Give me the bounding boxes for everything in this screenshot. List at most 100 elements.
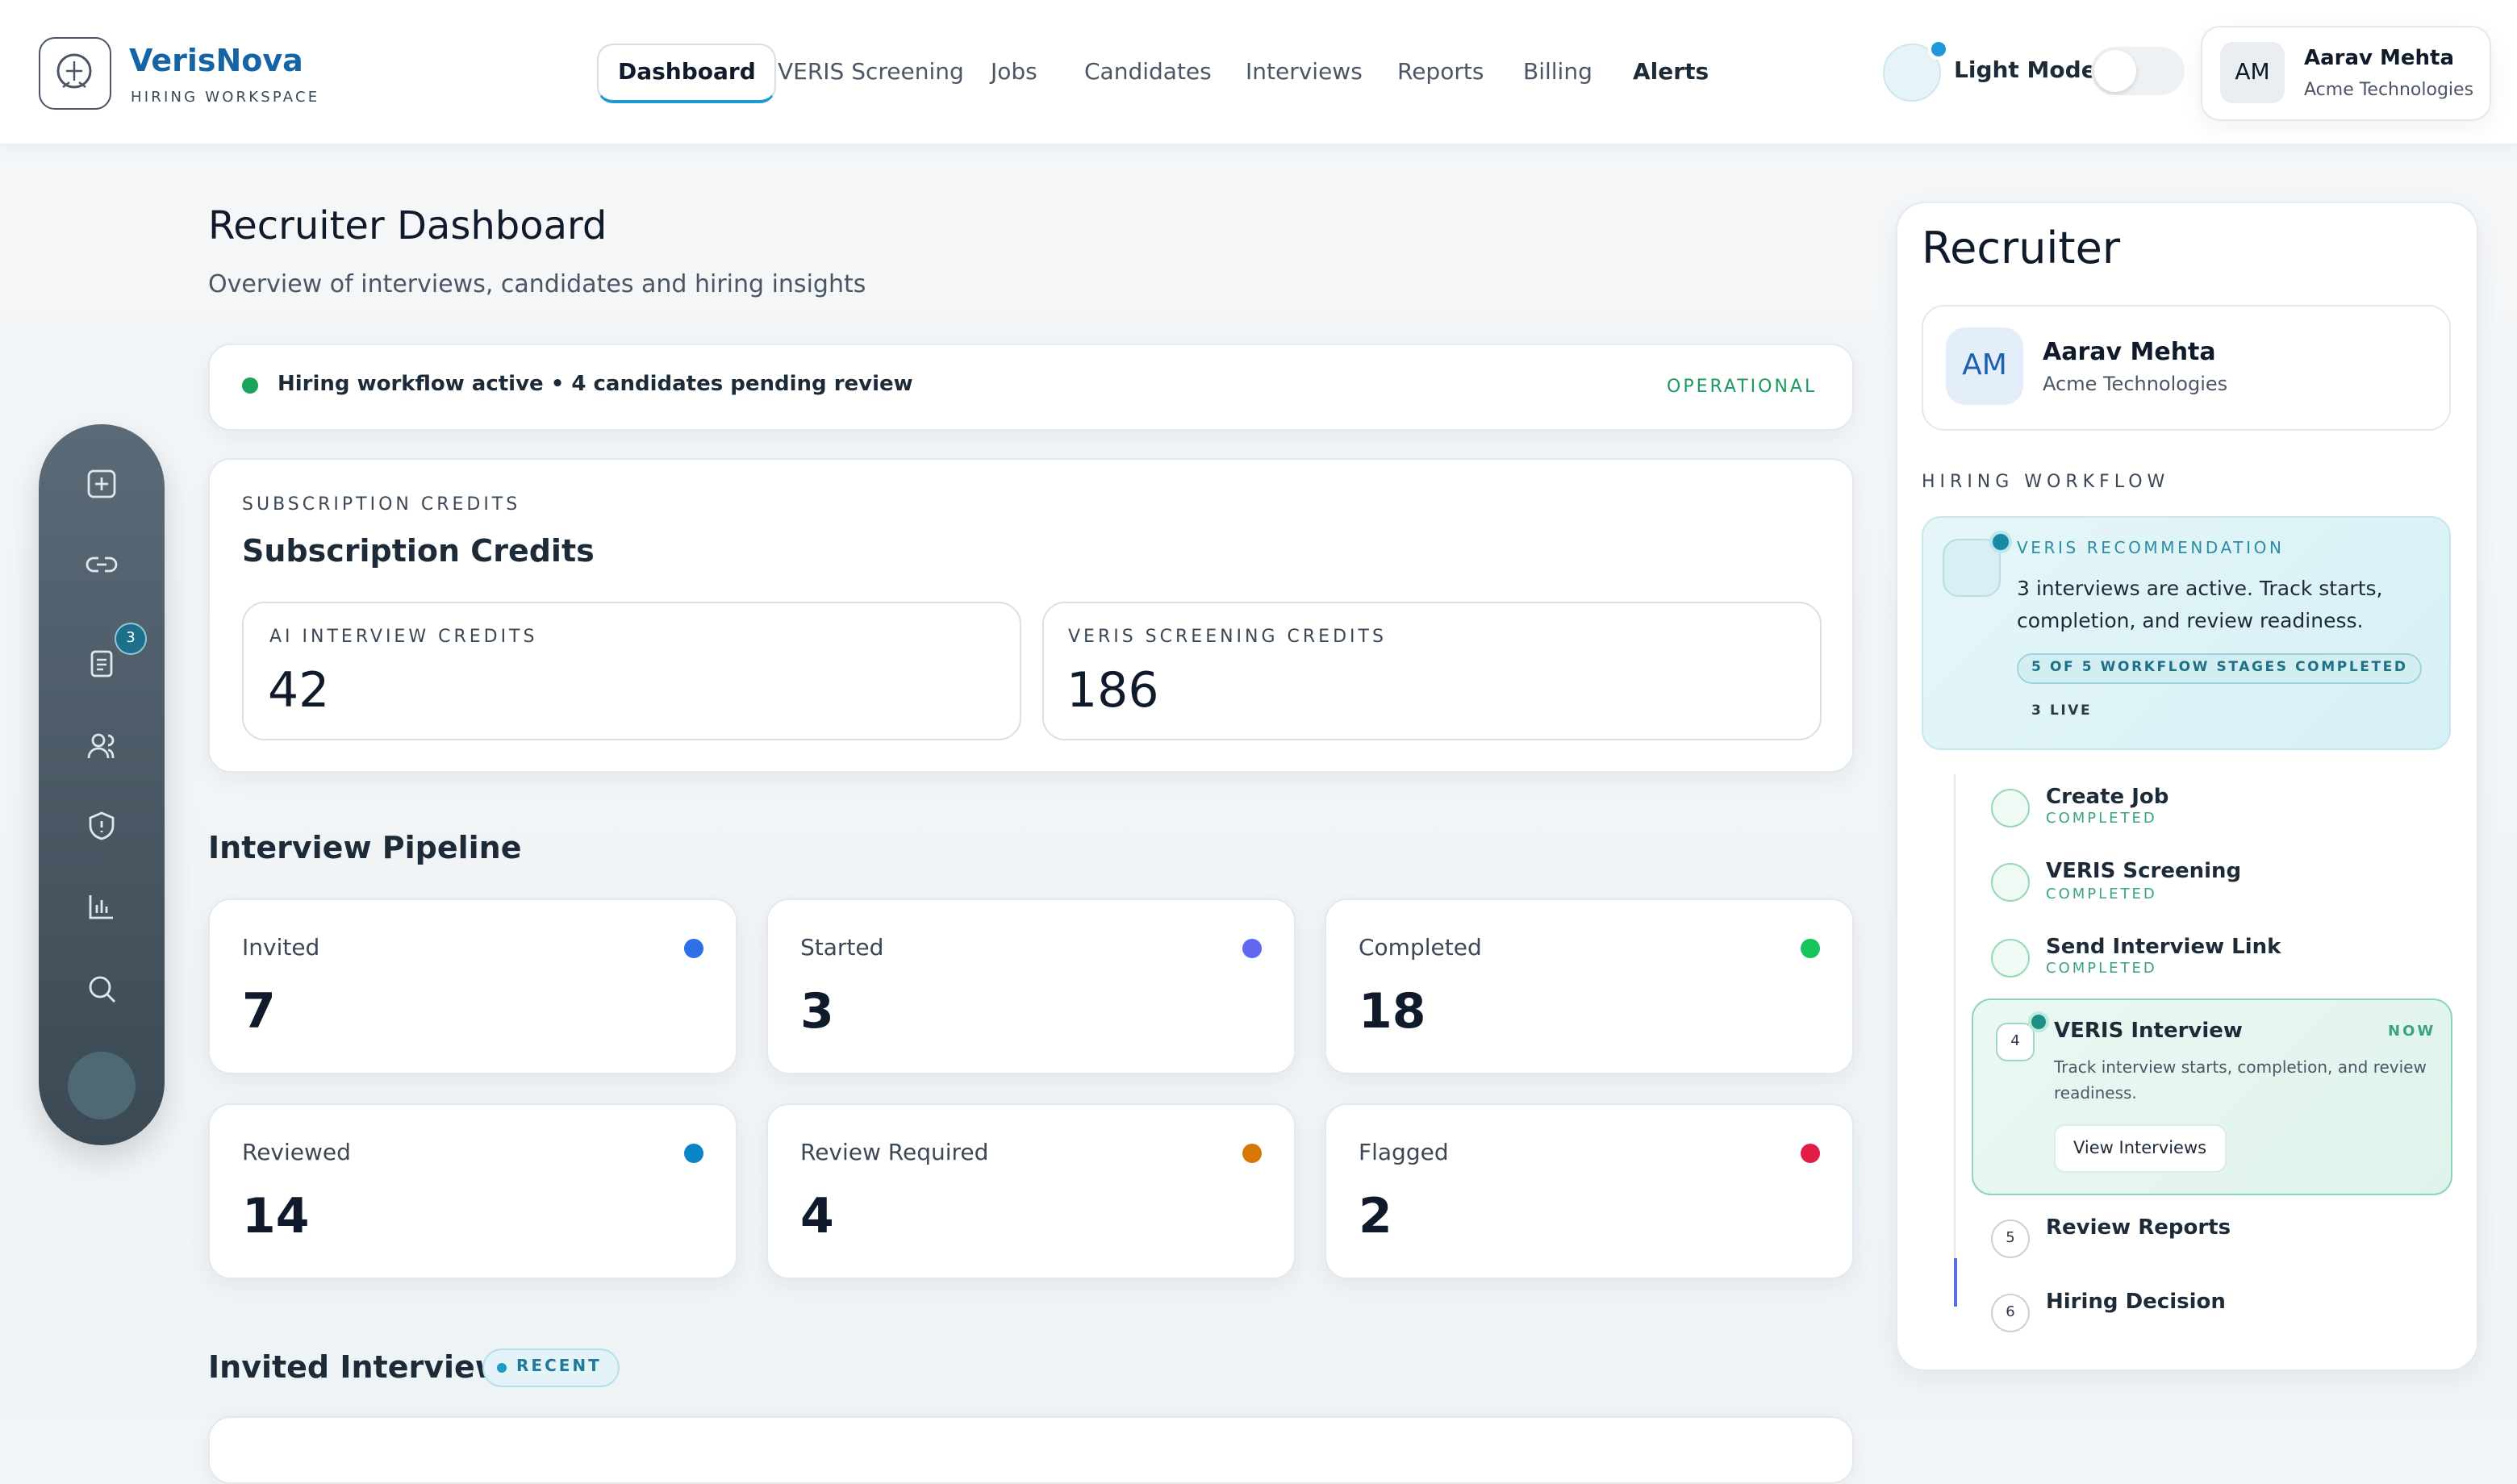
sidebar-icon[interactable] <box>86 548 118 581</box>
pipeline-label: Review Required <box>800 1140 989 1166</box>
step-status: COMPLETED <box>2046 811 2157 827</box>
rec-eyebrow: VERIS RECOMMENDATION <box>2017 540 2285 558</box>
credit-box <box>242 602 1021 740</box>
pipeline-label: Completed <box>1359 936 1482 961</box>
credit-label: AI INTERVIEW CREDITS <box>269 626 538 647</box>
nav-item[interactable]: Billing <box>1523 60 1592 85</box>
view-interviews-button[interactable]: View Interviews <box>2054 1124 2227 1173</box>
logo[interactable] <box>39 37 111 110</box>
step-name: Send Interview Link <box>2046 936 2281 960</box>
rec-text: 3 interviews are active. Track starts, c… <box>2017 576 2383 632</box>
avatar: AM <box>2220 42 2285 103</box>
pipeline-label: Reviewed <box>242 1140 351 1166</box>
credit-value: 42 <box>268 663 330 719</box>
invited-title: Invited Interviews <box>208 1350 522 1386</box>
pipeline-card: Flagged 2 <box>1325 1103 1854 1279</box>
step-name: Create Job <box>2046 786 2169 810</box>
sidebar-icon[interactable] <box>86 973 118 1005</box>
nav-item[interactable]: VERIS Screening <box>778 60 964 85</box>
sidebar-icon[interactable] <box>86 647 118 679</box>
sidebar-icon[interactable] <box>86 729 118 761</box>
recommendation <box>1922 516 2451 750</box>
tag-dot <box>497 1363 507 1373</box>
pipeline-value: 2 <box>1359 1189 1392 1245</box>
step-number: 6 <box>1991 1294 2030 1332</box>
section-label: HIRING WORKFLOW <box>1922 471 2170 492</box>
step-number: 5 <box>1991 1219 2030 1258</box>
pipeline-value: 7 <box>242 984 276 1040</box>
rec-progress: 5 OF 5 WORKFLOW STAGES COMPLETED <box>2017 653 2423 684</box>
pipeline-label: Started <box>800 936 884 961</box>
step-status: NOW <box>2388 1024 2436 1040</box>
pipeline-value: 18 <box>1359 984 1426 1040</box>
credit-label: VERIS SCREENING CREDITS <box>1068 626 1387 647</box>
status-dot <box>242 377 258 394</box>
nav-item[interactable]: Alerts <box>1633 60 1709 85</box>
rec-indicator <box>1989 531 2012 553</box>
step-name: Review Reports <box>2046 1216 2231 1240</box>
mode-label: Light Mode <box>1954 58 2097 84</box>
step-check <box>1991 789 2030 827</box>
credits-eyebrow: SUBSCRIPTION CREDITS <box>242 494 521 515</box>
pipeline-value: 4 <box>800 1189 834 1245</box>
tagline: HIRING WORKSPACE <box>131 90 320 106</box>
step-status: COMPLETED <box>2046 961 2157 978</box>
step-name: VERIS Screening <box>2046 860 2242 884</box>
sidebar-icon[interactable] <box>86 810 118 842</box>
pipeline-card: Reviewed 14 <box>208 1103 737 1279</box>
rec-live: 3 LIVE <box>2031 703 2093 719</box>
invited-tag: RECENT <box>482 1349 620 1387</box>
panel-user-name: Aarav Mehta <box>2043 337 2216 366</box>
nav-item[interactable]: Dashboard <box>597 44 777 103</box>
step-description: Track interview starts, completion, and … <box>2054 1060 2427 1103</box>
pipeline-card: Started 3 <box>766 898 1296 1074</box>
pipeline-title: Interview Pipeline <box>208 831 522 866</box>
pipeline-dot <box>684 939 703 958</box>
sidebar-icon[interactable] <box>86 890 118 923</box>
panel-title: Recruiter <box>1922 224 2121 274</box>
step-check <box>1991 863 2030 902</box>
invited-card <box>208 1416 1854 1484</box>
pipeline-label: Invited <box>242 936 320 961</box>
user-company: Acme Technologies <box>2304 79 2474 100</box>
pipeline-card: Invited 7 <box>208 898 737 1074</box>
sidebar-assistant[interactable] <box>68 1052 136 1119</box>
nav-item[interactable]: Interviews <box>1246 60 1363 85</box>
pipeline-dot <box>1242 939 1262 958</box>
step-status: COMPLETED <box>2046 887 2157 903</box>
pipeline-value: 14 <box>242 1189 310 1245</box>
step-check <box>1991 939 2030 978</box>
credits-title: Subscription Credits <box>242 534 595 569</box>
timeline-rail <box>1954 774 1956 1307</box>
pipeline-dot <box>1801 1144 1820 1163</box>
pipeline-value: 3 <box>800 984 834 1040</box>
mode-toggle[interactable] <box>2091 47 2185 95</box>
sidebar <box>39 424 165 1145</box>
step-name: Hiring Decision <box>2046 1290 2226 1315</box>
pipeline-dot <box>1801 939 1820 958</box>
step-name: VERIS Interview <box>2054 1019 2243 1044</box>
panel-user-company: Acme Technologies <box>2043 373 2228 395</box>
pipeline-card: Review Required 4 <box>766 1103 1296 1279</box>
credit-value: 186 <box>1066 663 1159 719</box>
brand: VerisNova <box>129 44 303 79</box>
page-title: Recruiter Dashboard <box>208 203 607 248</box>
mode-indicator <box>1928 39 1949 60</box>
step-number: 4 <box>1996 1023 2035 1061</box>
sidebar-icon[interactable] <box>86 468 118 500</box>
badge: 3 <box>115 623 147 655</box>
nav-item[interactable]: Reports <box>1397 60 1484 85</box>
step-indicator <box>2028 1011 2049 1032</box>
nav-item[interactable]: Jobs <box>991 60 1037 85</box>
pipeline-label: Flagged <box>1359 1140 1449 1166</box>
page-subtitle: Overview of interviews, candidates and h… <box>208 269 866 298</box>
pipeline-dot <box>1242 1144 1262 1163</box>
pipeline-card: Completed 18 <box>1325 898 1854 1074</box>
logo-icon <box>56 53 92 89</box>
status-text: Hiring workflow active • 4 candidates pe… <box>278 373 913 397</box>
nav-item[interactable]: Candidates <box>1084 60 1212 85</box>
user-name: Aarav Mehta <box>2304 47 2455 71</box>
